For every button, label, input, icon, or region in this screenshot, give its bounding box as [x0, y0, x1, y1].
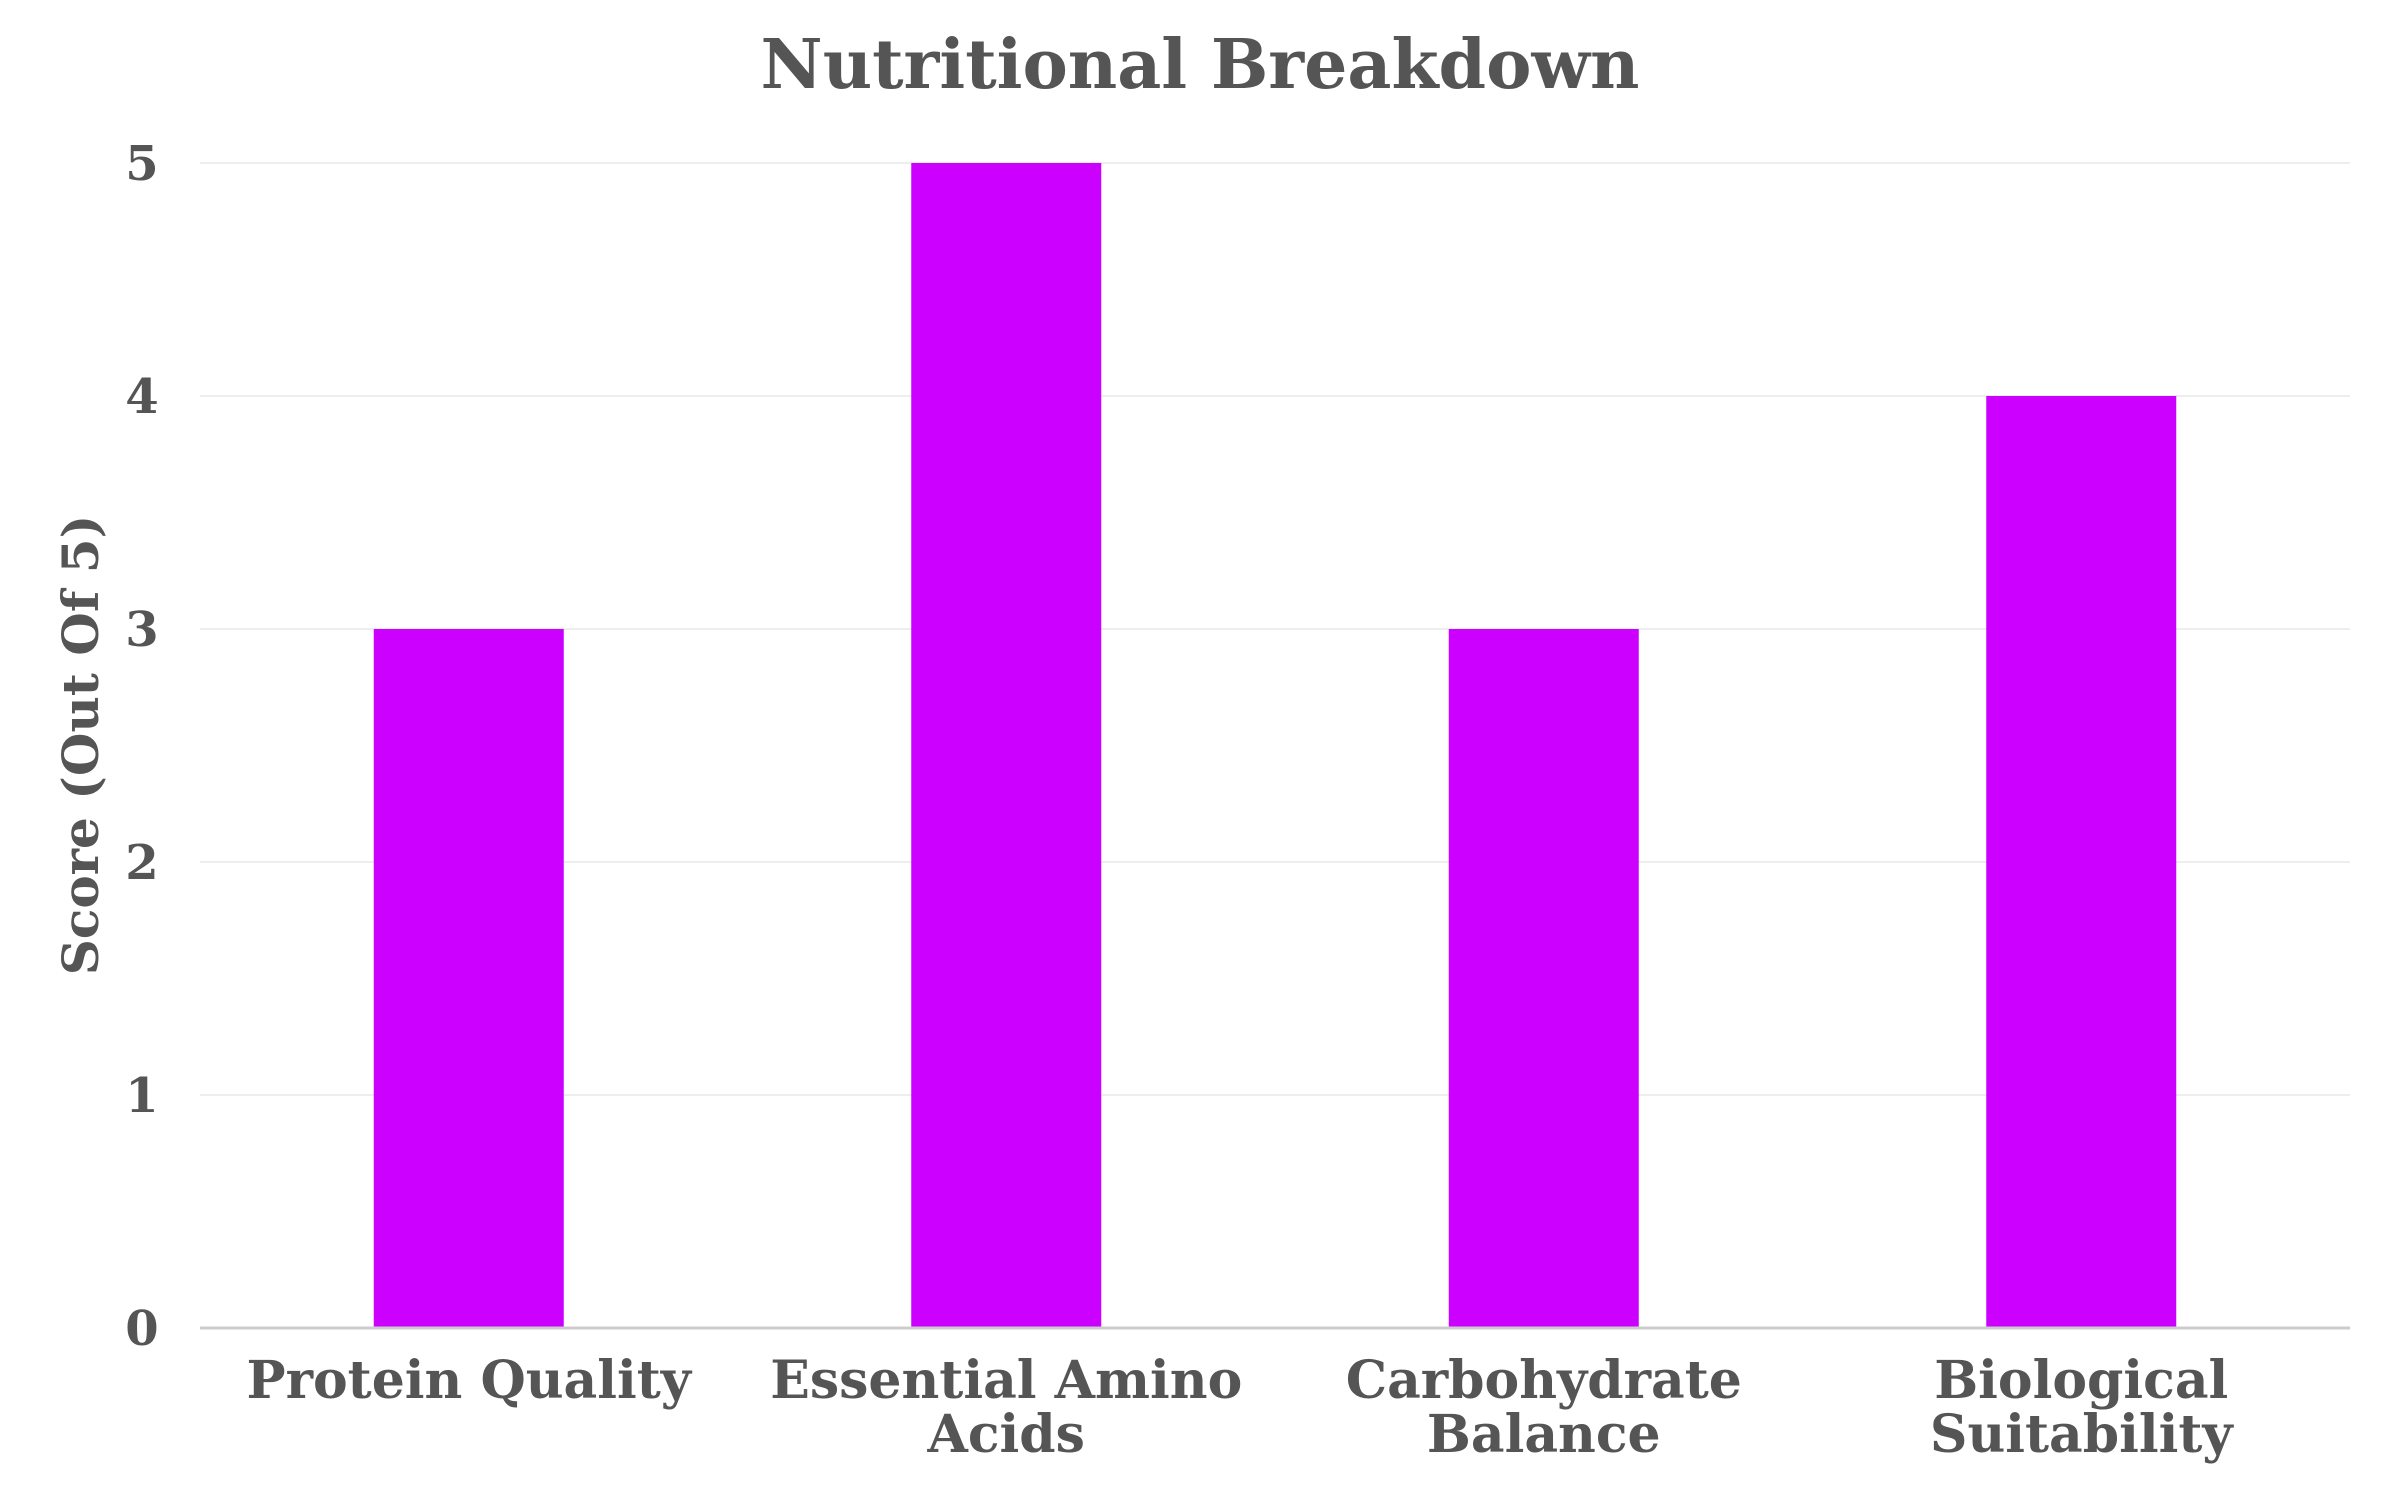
- bar: [1986, 396, 2177, 1328]
- bar: [911, 163, 1102, 1328]
- y-tick-label: 2: [125, 835, 158, 891]
- x-tick-label: Biological Suitability: [1930, 1350, 2234, 1465]
- x-tick-label: Essential Amino Acids: [770, 1350, 1242, 1465]
- x-tick-label-line: Essential Amino: [770, 1350, 1242, 1411]
- x-tick-label-line: Suitability: [1930, 1404, 2234, 1465]
- bar: [1448, 629, 1639, 1328]
- x-tick-label-line: Carbohydrate: [1346, 1350, 1742, 1411]
- x-tick-label-line: Balance: [1427, 1404, 1661, 1465]
- x-tick-label-line: Acids: [927, 1404, 1085, 1465]
- bars: [373, 163, 2177, 1328]
- x-tick-label: Protein Quality: [247, 1350, 693, 1411]
- x-tick-label-line: Biological: [1934, 1350, 2228, 1411]
- x-tick-label-line: Protein Quality: [247, 1350, 693, 1411]
- x-tick-label: Carbohydrate Balance: [1346, 1350, 1742, 1465]
- y-tick-label: 3: [125, 602, 158, 658]
- y-tick-label: 0: [125, 1301, 158, 1357]
- bar: [373, 629, 564, 1328]
- y-tick-label: 5: [125, 136, 158, 192]
- y-tick-label: 4: [125, 369, 158, 425]
- y-tick-labels: 0 1 2 3 4 5: [125, 136, 158, 1357]
- y-axis-title: Score (Out Of 5): [51, 515, 110, 975]
- x-tick-labels: Protein Quality Essential Amino Acids Carbo…: [247, 1350, 2235, 1465]
- y-tick-label: 1: [125, 1068, 158, 1124]
- chart-title: Nutritional Breakdown: [761, 25, 1640, 105]
